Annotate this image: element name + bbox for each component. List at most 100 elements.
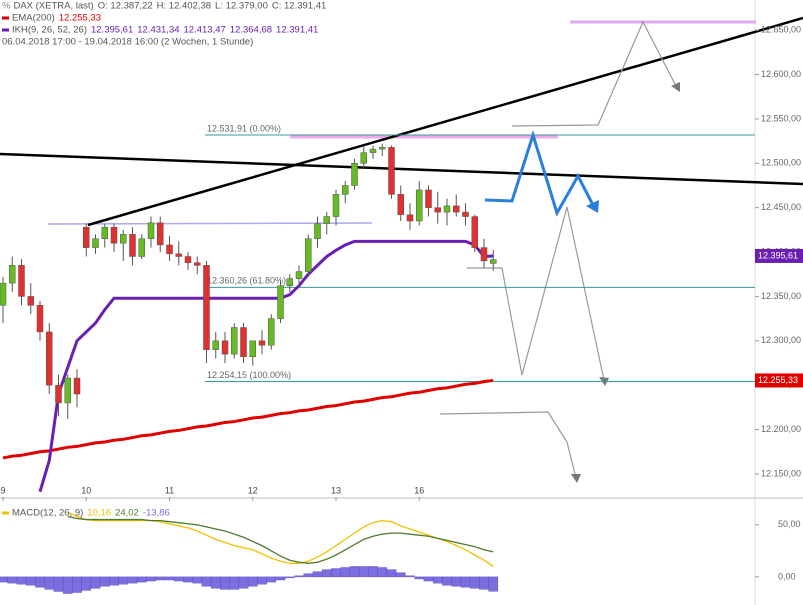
- candle-body: [203, 265, 210, 350]
- legend-text: EMA(200): [12, 13, 55, 24]
- histogram-bar: [340, 567, 351, 578]
- candle-body: [314, 223, 321, 239]
- y-tick-label: 50,00: [778, 519, 801, 529]
- y-tick-label: 12.200,00: [761, 424, 801, 434]
- candle-body: [471, 216, 478, 248]
- trend-line: [0, 152, 803, 186]
- candle-body: [55, 384, 62, 404]
- indicator-line: [67, 515, 494, 564]
- candle-body: [101, 226, 108, 239]
- candle-body: [397, 194, 404, 216]
- candle-body: [332, 194, 340, 217]
- fib-label: 12.360,26 (61.80%): [207, 276, 286, 286]
- histogram-bar: [118, 576, 129, 585]
- candle-body: [36, 305, 44, 333]
- arrow-head: [671, 82, 680, 92]
- histogram-bar: [405, 575, 415, 578]
- arrow-head: [571, 474, 581, 483]
- histogram-bar: [395, 572, 406, 578]
- histogram-bar: [44, 576, 55, 590]
- legend-text: DAX (XETRA, last): [13, 1, 93, 12]
- candle-body: [434, 207, 441, 213]
- candle-body: [46, 331, 53, 386]
- candle-body: [221, 340, 229, 355]
- legend-text: 12.364,68: [230, 25, 272, 36]
- histogram-bar: [210, 576, 221, 589]
- scenario-path: [484, 129, 596, 217]
- price-tag: [755, 373, 803, 388]
- histogram-bar: [155, 576, 166, 581]
- x-tick-label: 9: [0, 485, 5, 495]
- candle-body: [351, 163, 358, 186]
- candle-body: [249, 340, 256, 358]
- histogram-bar: [81, 576, 92, 591]
- candle-body: [0, 282, 7, 306]
- y-tick-label: 12.150,00: [761, 468, 801, 478]
- candle-body: [480, 247, 488, 262]
- legend-text: L: 12.379,00: [215, 1, 268, 12]
- scenario-path: [511, 20, 677, 127]
- candle-body: [184, 256, 192, 263]
- histogram-bar: [303, 573, 314, 578]
- histogram-bar: [127, 576, 138, 584]
- histogram-bar: [7, 576, 18, 584]
- histogram-bar: [173, 576, 184, 582]
- histogram-bar: [136, 576, 147, 583]
- candle-body: [175, 253, 182, 257]
- candle-body: [110, 226, 118, 244]
- candle-body: [18, 265, 25, 297]
- y-tick-label: 12.600,00: [761, 69, 801, 79]
- legend-text: 12.431,34: [137, 25, 179, 36]
- x-tick-label: 10: [81, 485, 91, 495]
- x-tick-label: 11: [165, 485, 174, 495]
- histogram-bar: [275, 576, 286, 581]
- trend-line: [87, 16, 803, 227]
- candle-body: [194, 262, 201, 266]
- candle-body: [406, 214, 414, 222]
- fib-label: 12.254,15 (100.00%): [207, 370, 291, 380]
- candle-body: [231, 327, 238, 355]
- fib-label: 12.531,91 (0.00%): [207, 123, 281, 133]
- candle-body: [416, 189, 423, 222]
- candle-body: [462, 211, 469, 217]
- histogram-bar: [312, 571, 323, 578]
- y-tick-label: 0,00: [778, 571, 796, 581]
- x-tick-label: 12: [248, 485, 258, 495]
- legend-text: C: 12.391,41: [272, 1, 326, 12]
- histogram-bar: [423, 576, 434, 582]
- histogram-bar: [146, 576, 156, 582]
- candle-body: [277, 285, 284, 319]
- legend-text: 12.413,47: [184, 25, 226, 36]
- histogram-bar: [90, 576, 101, 589]
- legend-text: 12.395,61: [91, 25, 133, 36]
- histogram-bar: [201, 576, 212, 587]
- histogram-bar: [368, 566, 378, 578]
- candle-body: [453, 205, 460, 213]
- histogram-bar: [469, 576, 480, 589]
- histogram-bar: [35, 576, 45, 588]
- indicator-line: [2, 378, 494, 460]
- histogram-bar: [432, 576, 443, 584]
- histogram-bar: [62, 576, 73, 594]
- histogram-bar: [183, 576, 193, 583]
- candle-body: [212, 340, 219, 350]
- candle-body: [27, 296, 34, 306]
- legend-text: 06.04.2018 17:00 - 19.04.2018 16:00 (2 W…: [2, 37, 253, 48]
- histogram-bar: [331, 568, 341, 578]
- histogram-bar: [414, 576, 425, 580]
- histogram-bar: [442, 576, 452, 586]
- y-tick-label: 12.300,00: [761, 335, 801, 345]
- histogram-bar: [164, 576, 175, 581]
- legend-swatch: [2, 511, 9, 515]
- candle-body: [9, 265, 16, 284]
- legend-text: %: [2, 1, 11, 12]
- candle-body: [305, 238, 312, 272]
- legend-text: 24,02: [115, 508, 139, 519]
- candle-body: [166, 244, 173, 255]
- candle-body: [73, 377, 81, 395]
- histogram-bar: [229, 576, 240, 590]
